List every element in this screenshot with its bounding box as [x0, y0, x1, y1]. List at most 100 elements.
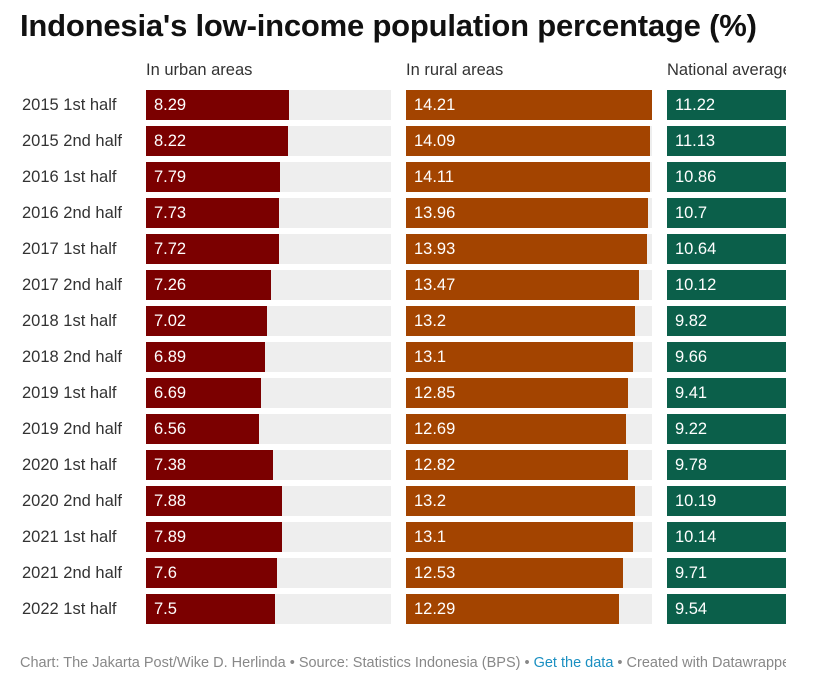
bar-track: 9.71 — [667, 558, 786, 588]
bar — [667, 558, 786, 588]
data-label: 7.02 — [154, 312, 187, 330]
bar — [146, 342, 265, 372]
data-label: 8.29 — [154, 96, 187, 114]
row-label: 2019 1st half — [22, 384, 117, 402]
bar — [667, 270, 786, 300]
bar — [406, 342, 633, 372]
bar — [146, 414, 260, 444]
series-panel: In urban areas 8.29 8.22 7.79 7.73 7.72 7.26 7.… — [146, 55, 393, 635]
bar-track: 7.26 — [146, 270, 391, 300]
data-label: 7.72 — [154, 240, 187, 258]
bar-track: 10.12 — [667, 270, 786, 300]
bar — [146, 270, 272, 300]
series-header: In rural areas — [406, 61, 504, 79]
bar-track: 12.69 — [406, 414, 652, 444]
bar-track: 7.02 — [146, 306, 391, 336]
data-label: 10.86 — [675, 168, 717, 186]
row-label: 2021 1st half — [22, 528, 117, 546]
bar-track: 11.13 — [667, 126, 786, 156]
bar-track: 9.22 — [667, 414, 786, 444]
bar-track: 13.93 — [406, 234, 652, 264]
bar-track: 6.89 — [146, 342, 391, 372]
bar — [667, 414, 786, 444]
bar-track: 6.69 — [146, 378, 391, 408]
row-label: 2022 1st half — [22, 600, 117, 618]
bar-track: 14.21 — [406, 90, 652, 120]
get-data-link[interactable]: Get the data — [533, 655, 614, 671]
bar — [406, 414, 626, 444]
bar — [146, 234, 280, 264]
bar-track: 7.38 — [146, 450, 391, 480]
bar-track: 10.14 — [667, 522, 786, 552]
data-label: 10.19 — [675, 492, 717, 510]
bar-track: 14.09 — [406, 126, 652, 156]
data-label: 12.53 — [414, 564, 456, 582]
footer-separator: • — [520, 655, 534, 671]
bar — [406, 90, 652, 120]
bar-track: 7.5 — [146, 594, 391, 624]
bar-track: 7.89 — [146, 522, 391, 552]
row-label: 2016 2nd half — [22, 204, 123, 222]
row-label: 2017 1st half — [22, 240, 117, 258]
bar — [667, 306, 786, 336]
data-label: 11.22 — [675, 96, 716, 114]
bar-track: 13.2 — [406, 306, 652, 336]
bar — [406, 162, 651, 192]
bar — [406, 270, 640, 300]
series-panel: National average 11.22 11.13 10.86 10.7 10.64… — [667, 55, 786, 635]
data-label: 7.79 — [154, 168, 187, 186]
bar — [667, 486, 786, 516]
bar-track: 9.78 — [667, 450, 786, 480]
bar — [146, 522, 283, 552]
bar — [146, 378, 262, 408]
bar — [406, 522, 633, 552]
series-header: National average — [667, 61, 786, 79]
row-label: 2020 1st half — [22, 456, 117, 474]
chart-title: Indonesia's low-income population percen… — [20, 8, 757, 43]
series-header: In urban areas — [146, 61, 253, 79]
data-label: 14.21 — [414, 96, 456, 114]
footer-created: Created with Datawrapper — [626, 655, 786, 671]
bar — [146, 594, 276, 624]
row-label: 2018 2nd half — [22, 348, 123, 366]
data-label: 13.1 — [414, 528, 447, 546]
row-label: 2021 2nd half — [22, 564, 123, 582]
bar — [667, 522, 786, 552]
row-label: 2017 2nd half — [22, 276, 123, 294]
footer-credit: Chart: The Jakarta Post/Wike D. Herlinda — [20, 655, 286, 671]
bar — [146, 450, 274, 480]
data-label: 12.82 — [414, 456, 456, 474]
bar-track: 8.29 — [146, 90, 391, 120]
bar-track: 12.85 — [406, 378, 652, 408]
bar — [667, 90, 786, 120]
data-label: 13.93 — [414, 240, 456, 258]
bar-track: 9.41 — [667, 378, 786, 408]
series-panel: In rural areas 14.21 14.09 14.11 13.96 13.93 1… — [406, 55, 654, 635]
bar — [667, 378, 786, 408]
data-label: 10.64 — [675, 240, 717, 258]
data-label: 6.89 — [154, 348, 187, 366]
data-label: 10.14 — [675, 528, 717, 546]
bar — [406, 558, 623, 588]
data-label: 13.2 — [414, 312, 447, 330]
bar-track: 7.79 — [146, 162, 391, 192]
bar — [667, 234, 786, 264]
bar — [146, 198, 280, 228]
data-label: 8.22 — [154, 132, 187, 150]
data-label: 7.5 — [154, 600, 177, 618]
bar-track: 7.88 — [146, 486, 391, 516]
bar — [406, 486, 635, 516]
data-label: 9.78 — [675, 456, 708, 474]
data-label: 7.73 — [154, 204, 187, 222]
row-label: 2015 2nd half — [22, 132, 123, 150]
data-label: 10.7 — [675, 204, 708, 222]
bar-track: 9.66 — [667, 342, 786, 372]
row-label: 2019 2nd half — [22, 420, 123, 438]
bar — [146, 90, 289, 120]
data-label: 14.11 — [414, 168, 455, 186]
bar-track: 12.82 — [406, 450, 652, 480]
data-label: 7.38 — [154, 456, 187, 474]
footer-separator: • — [613, 655, 627, 671]
bar-track: 14.11 — [406, 162, 652, 192]
data-label: 12.85 — [414, 384, 456, 402]
